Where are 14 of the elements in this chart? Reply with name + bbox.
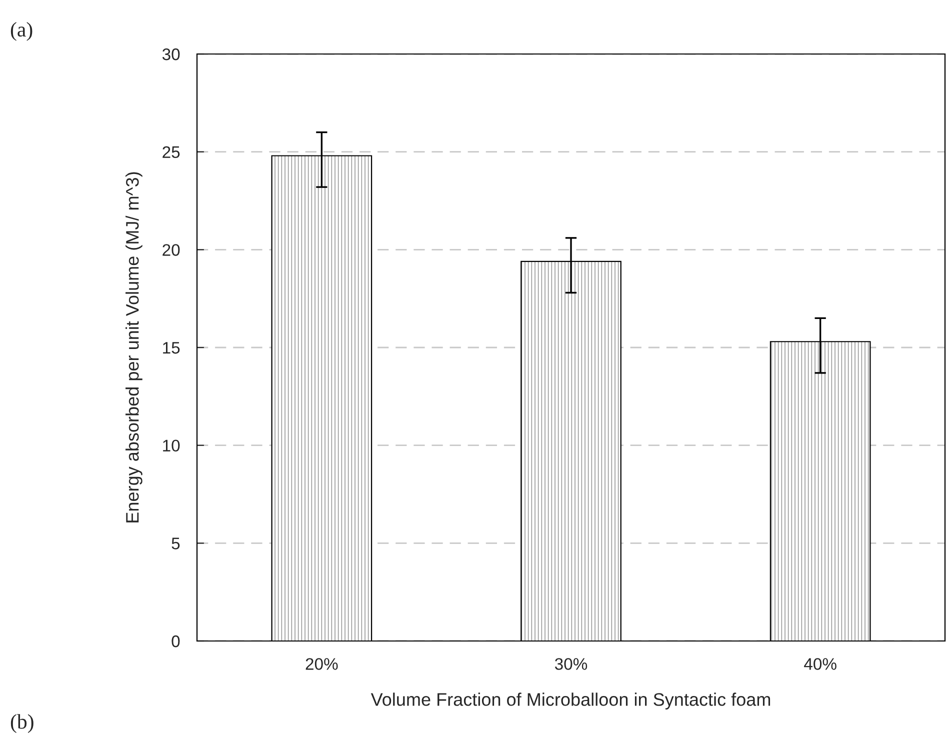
text: (b): [10, 714, 34, 733]
text: (a): [10, 22, 32, 41]
x-tick-label: 20%: [306, 658, 338, 670]
x-tick-label: 30%: [554, 658, 588, 670]
y-tick-label: 25: [162, 146, 180, 158]
y-tick-label: 0: [172, 635, 180, 648]
y-tick-label: 15: [163, 342, 180, 354]
y-tick-label: 10: [163, 440, 180, 452]
x-tick-label: 40%: [804, 658, 836, 670]
y-tick-label: 20: [162, 244, 180, 256]
y-tick-label: 5: [172, 538, 180, 550]
y-tick-label: 30: [162, 48, 180, 60]
y-axis-title: Energy absorbed per unit Volume (MJ/ m^3): [126, 172, 142, 522]
x-axis-title: Volume Fraction of Microballoon in Syntactic foam: [370, 692, 770, 710]
